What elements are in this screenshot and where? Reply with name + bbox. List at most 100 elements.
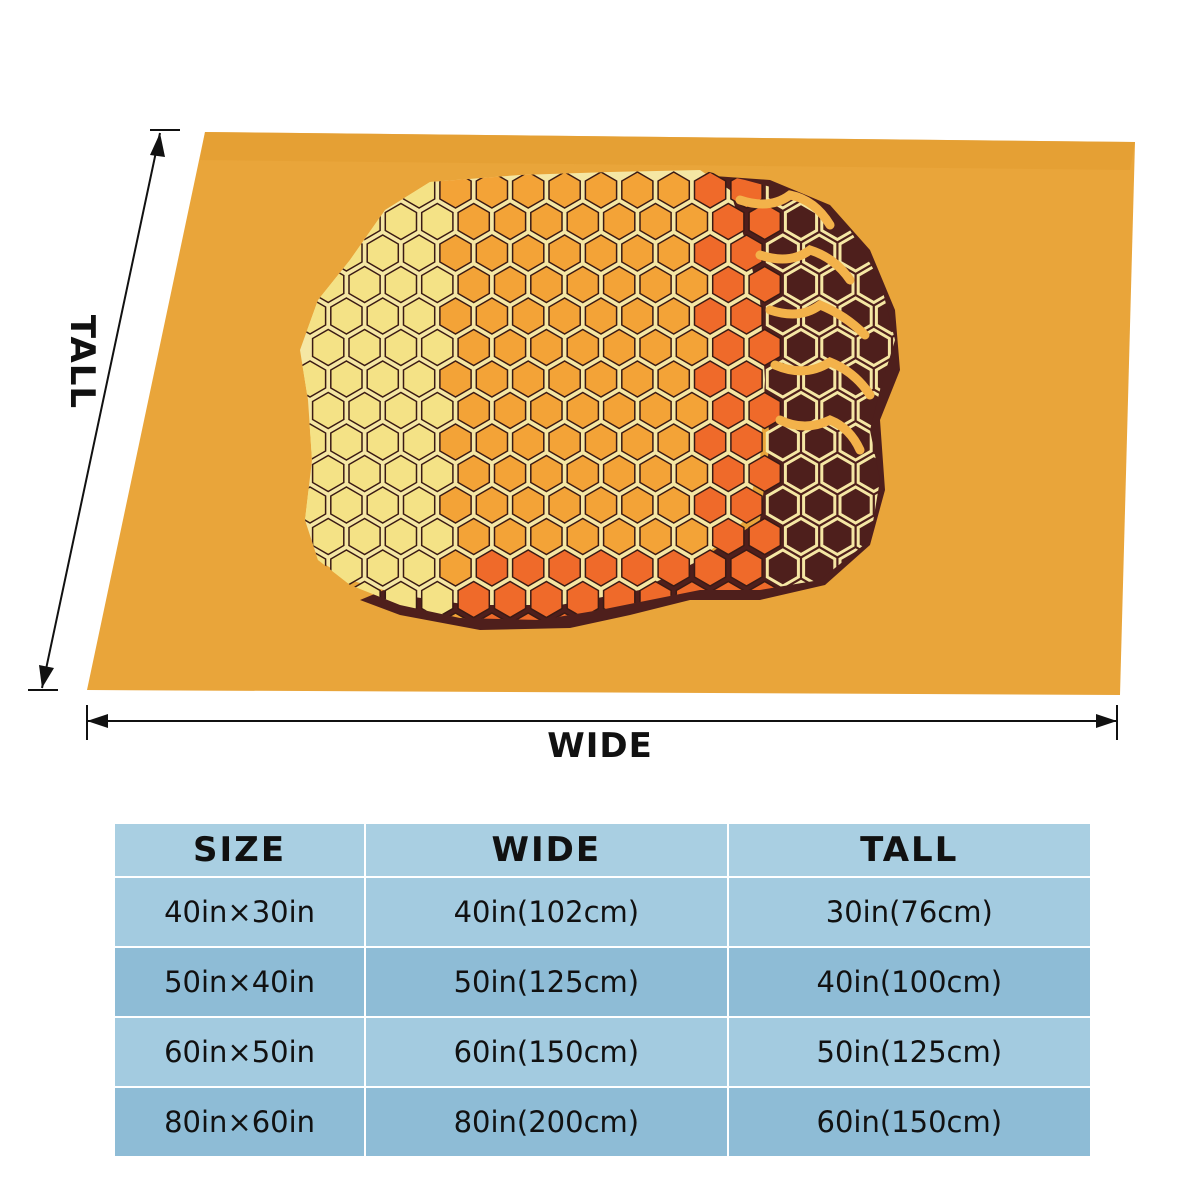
honeycomb-cell <box>511 234 545 272</box>
honeycomb-cell <box>530 328 563 367</box>
honeycomb-cell <box>639 391 672 430</box>
wide-cell: 60in(150cm) <box>364 1018 727 1088</box>
honeycomb-cell <box>566 328 600 367</box>
honeycomb-cell <box>548 486 581 524</box>
honeycomb-cell <box>748 454 782 493</box>
honeycomb-cell <box>511 297 545 335</box>
honeycomb-cell <box>457 328 491 367</box>
size-table-row: 80in×60in 80in(200cm) 60in(150cm) <box>115 1088 1090 1156</box>
honeycomb-cell <box>602 454 636 493</box>
wide-cell: 40in(102cm) <box>364 878 727 948</box>
honeycomb-cell <box>548 423 581 461</box>
honeycomb-cell <box>730 423 763 461</box>
honeycomb-cell <box>657 486 691 524</box>
wide-dimension-label: WIDE <box>547 726 653 766</box>
honeycomb-cell <box>366 486 400 524</box>
honeycomb-cell <box>548 297 581 335</box>
honeycomb-cell <box>402 234 436 272</box>
honeycomb-cell <box>439 297 472 335</box>
honeycomb-cell <box>548 360 581 398</box>
honeycomb-cell <box>657 423 691 461</box>
honeycomb-cell <box>730 486 763 524</box>
honeycomb-cell <box>530 454 563 493</box>
honeycomb-cell <box>439 360 472 398</box>
honeycomb-cell <box>475 297 509 335</box>
honeycomb-cell <box>639 454 672 493</box>
honeycomb-cell <box>493 328 527 367</box>
honeycomb-cell <box>366 297 400 335</box>
honeycomb-cell <box>783 327 819 368</box>
honeycomb-cell <box>457 517 491 556</box>
size-table-row: 60in×50in 60in(150cm) 50in(125cm) <box>115 1018 1090 1088</box>
honeycomb-cell <box>366 549 400 587</box>
honeycomb-cell <box>457 391 491 430</box>
wide-cell: 50in(125cm) <box>364 948 727 1018</box>
honeycomb-cell <box>475 423 509 461</box>
size-table-row: 40in×30in 40in(102cm) 30in(76cm) <box>115 878 1090 948</box>
honeycomb-cell <box>711 391 745 430</box>
honeycomb-cell <box>475 360 509 398</box>
honeycomb-cell <box>420 517 454 556</box>
honeycomb-cell <box>584 360 618 398</box>
honeycomb-cell <box>748 265 782 304</box>
honeycomb-cell <box>602 328 636 367</box>
honeycomb-cell <box>639 202 672 241</box>
honeycomb-cell <box>566 391 600 430</box>
honeycomb-cell <box>475 486 509 524</box>
honeycomb-cell <box>639 328 672 367</box>
size-cell: 40in×30in <box>115 878 365 948</box>
honeycomb-cell <box>730 297 763 335</box>
honeycomb-cell <box>402 360 436 398</box>
wide-column-header: WIDE <box>364 824 727 878</box>
honeycomb-cell <box>330 486 363 524</box>
honeycomb-cell <box>402 486 436 524</box>
honeycomb-cell <box>475 612 509 620</box>
honeycomb-cell <box>530 202 563 241</box>
honeycomb-cell <box>765 422 800 462</box>
dimension-arrows <box>28 129 1118 740</box>
honeycomb-cell <box>511 549 545 587</box>
tall-cell: 30in(76cm) <box>726 878 1090 948</box>
honeycomb-cell <box>748 328 782 367</box>
honeycomb-cell <box>711 517 745 556</box>
honeycomb-cell <box>602 391 636 430</box>
honeycomb-cell <box>621 360 654 398</box>
honeycomb-cell <box>420 580 454 619</box>
honeycomb-cell <box>384 517 418 556</box>
honeycomb-cell <box>493 454 527 493</box>
honeycomb-cell <box>693 234 727 272</box>
honeycomb-cell <box>384 265 418 304</box>
honeycomb-cell <box>621 171 654 209</box>
honeycomb-cell <box>366 234 400 272</box>
honeycomb-cell <box>783 201 819 242</box>
honeycomb-cell <box>566 202 600 241</box>
honeycomb-cell <box>657 360 691 398</box>
honeycomb-cell <box>493 517 527 556</box>
honeycomb-cell <box>675 391 709 430</box>
honeycomb-cell <box>475 234 509 272</box>
honeycomb-cell <box>657 297 691 335</box>
honeycomb-cell <box>548 234 581 272</box>
honeycomb-cell <box>693 423 727 461</box>
honeycomb-cell <box>693 360 727 398</box>
honeycomb-cell <box>511 360 545 398</box>
honeycomb-cell <box>548 612 581 620</box>
honeycomb-cell <box>783 453 819 494</box>
honeycomb-cell <box>765 485 800 525</box>
honeycomb-cell <box>366 423 400 461</box>
honeycomb-cell <box>602 517 636 556</box>
honeycomb-cell <box>439 612 472 620</box>
honeycomb-cell <box>783 264 819 305</box>
honeycomb-cell <box>711 454 745 493</box>
honeycomb-cell <box>783 516 819 557</box>
honeycomb-cell <box>584 549 618 587</box>
honeycomb-cell <box>530 580 563 619</box>
honeycomb-cell <box>420 391 454 430</box>
honeycomb-cell <box>511 423 545 461</box>
honeycomb-cell <box>584 423 618 461</box>
honeycomb-cell <box>311 328 345 367</box>
honeycomb-cell <box>675 328 709 367</box>
tall-column-header: TALL <box>726 824 1090 878</box>
honeycomb-cell <box>511 612 545 620</box>
honeycomb-cell <box>457 265 491 304</box>
